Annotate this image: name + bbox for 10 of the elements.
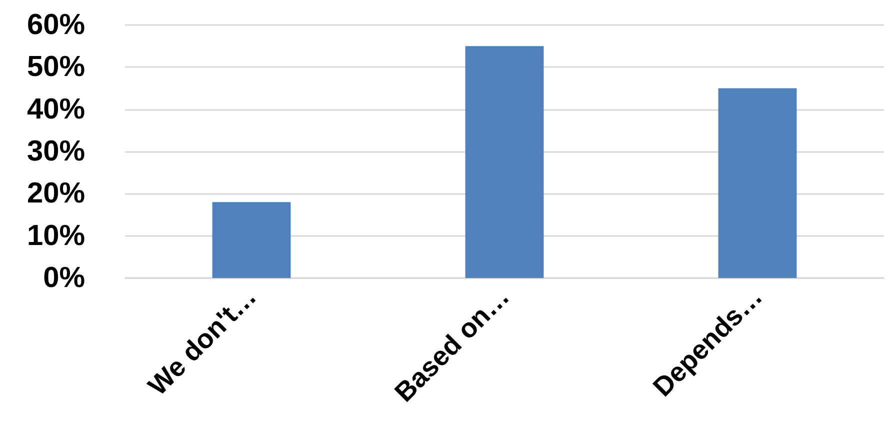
y-tick-label: 10%: [26, 220, 86, 252]
y-tick-label: 60%: [26, 9, 86, 41]
bar: [212, 202, 291, 278]
y-tick-label: 50%: [26, 51, 86, 84]
y-tick-label: 30%: [26, 136, 86, 168]
y-tick-label: 0%: [43, 262, 86, 294]
bar: [718, 88, 797, 278]
y-tick-label: 40%: [26, 93, 86, 126]
y-tick-label: 20%: [26, 178, 86, 210]
bar: [465, 46, 544, 278]
